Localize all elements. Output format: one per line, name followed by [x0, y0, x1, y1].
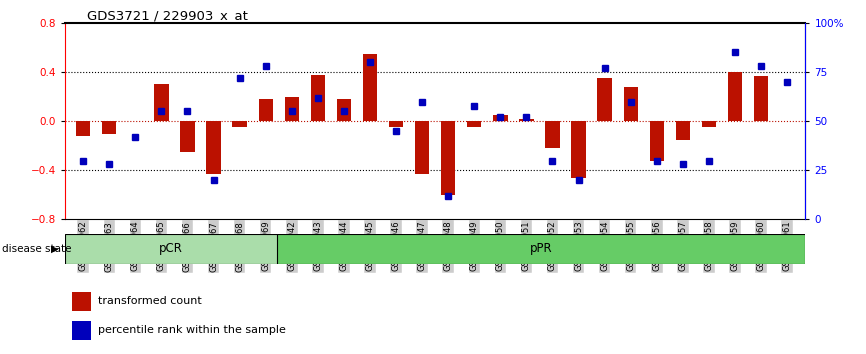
Bar — [102, 121, 116, 133]
Bar — [154, 84, 169, 121]
Bar — [598, 78, 611, 121]
Bar — [76, 121, 90, 136]
Text: disease state: disease state — [2, 244, 71, 253]
Text: GDS3721 / 229903_x_at: GDS3721 / 229903_x_at — [87, 9, 248, 22]
Bar — [624, 87, 638, 121]
Bar — [259, 99, 273, 121]
Bar — [467, 121, 481, 127]
Text: pPR: pPR — [530, 242, 553, 255]
Bar — [206, 121, 221, 174]
Bar — [650, 121, 664, 161]
Bar — [337, 99, 351, 121]
Bar — [493, 115, 507, 121]
Bar — [65, 234, 276, 264]
Text: transformed count: transformed count — [98, 296, 202, 307]
Bar — [73, 320, 91, 340]
Bar — [675, 121, 690, 140]
Text: ▶: ▶ — [51, 244, 59, 253]
Bar — [546, 121, 559, 148]
Bar — [389, 121, 404, 127]
Bar — [520, 119, 533, 121]
Bar — [73, 292, 91, 311]
Bar — [754, 76, 768, 121]
Text: pCR: pCR — [158, 242, 183, 255]
Bar — [285, 97, 299, 121]
Bar — [727, 72, 742, 121]
Bar — [701, 121, 716, 127]
Bar — [276, 234, 805, 264]
Text: percentile rank within the sample: percentile rank within the sample — [98, 325, 286, 335]
Bar — [441, 121, 456, 195]
Bar — [311, 75, 325, 121]
Bar — [415, 121, 430, 174]
Bar — [232, 121, 247, 127]
Bar — [363, 54, 378, 121]
Bar — [572, 121, 585, 178]
Bar — [180, 121, 195, 152]
